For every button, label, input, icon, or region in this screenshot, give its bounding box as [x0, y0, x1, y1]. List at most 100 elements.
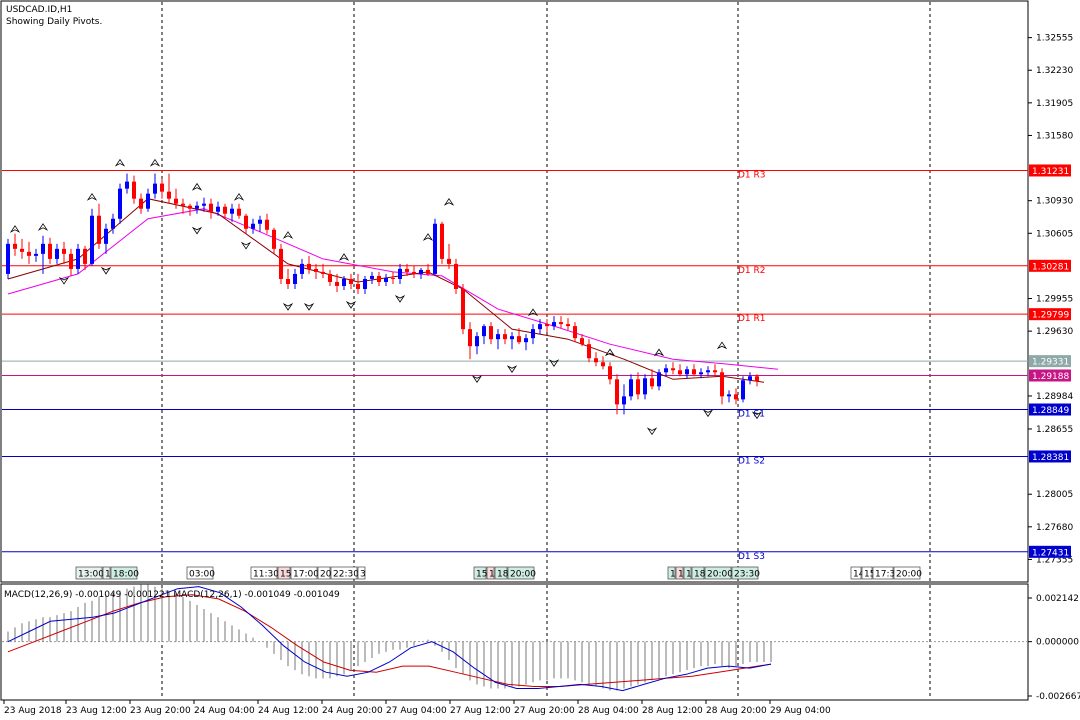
candle-body: [538, 324, 542, 330]
session-label-text: 1: [678, 570, 684, 580]
time-tick-label: 28 Aug 20:00: [706, 706, 767, 716]
session-label-box: [186, 566, 214, 580]
candle-body: [580, 338, 584, 345]
fractal-down-marker: [471, 375, 483, 384]
fractal-up-marker: [527, 308, 539, 317]
pivot-price-text: 1.30281: [1032, 262, 1069, 272]
pivot-price-tag: [1029, 545, 1071, 558]
candle-body: [419, 269, 423, 274]
price-tick-label: 1.28005: [1036, 490, 1073, 500]
session-label-box: [110, 566, 138, 580]
candle-body: [517, 336, 521, 343]
pivot-price-tag: [1029, 403, 1071, 416]
candle-body: [209, 203, 213, 212]
fractals: [9, 158, 763, 436]
pivot-price-tag: [1029, 164, 1071, 177]
price-tick-label: 1.31580: [1036, 131, 1073, 141]
fractal-down-marker: [240, 241, 252, 250]
candle-body: [111, 218, 115, 229]
candle-body: [69, 253, 73, 269]
candle-body: [720, 372, 724, 397]
candle-body: [608, 366, 612, 380]
candle-body: [482, 326, 486, 337]
candle-body: [258, 219, 262, 224]
candle-body: [328, 273, 332, 282]
candle-body: [125, 181, 129, 189]
price-tick-label: 1.29630: [1036, 327, 1073, 337]
candle-body: [622, 396, 626, 405]
candle-body: [335, 281, 339, 286]
session-label-text: 03:00: [189, 570, 215, 580]
candle-body: [146, 193, 150, 209]
fractal-up-marker: [604, 348, 616, 357]
candle-body: [307, 263, 311, 269]
session-label-box: [250, 566, 278, 580]
candle-body: [643, 378, 647, 395]
pivot-line-label: D1 R2: [738, 266, 766, 276]
price-tick-label: 1.32230: [1036, 66, 1073, 76]
candle-body: [174, 198, 178, 204]
fractal-down-marker: [282, 302, 294, 311]
candle-body: [118, 188, 122, 219]
session-label-box: [675, 566, 684, 580]
candle-body: [342, 278, 346, 286]
candle-body: [573, 326, 577, 339]
session-label-box: [861, 566, 873, 580]
candle-body: [104, 228, 108, 244]
session-label-box: [731, 566, 759, 580]
fractal-up-marker: [9, 225, 21, 233]
candle-body: [398, 268, 402, 279]
candle-body: [615, 379, 619, 405]
time-tick-label: 29 Aug 04:00: [770, 706, 831, 716]
time-axis: 23 Aug 2018 23 Aug 12:00 23 Aug 20:00 24 Au…: [3, 700, 831, 716]
price-tick-label: 1.29955: [1036, 295, 1073, 305]
fractal-up-marker: [653, 348, 665, 357]
time-tick-label: 23 Aug 20:00: [130, 706, 191, 716]
pivot-price-text: 1.27431: [1032, 548, 1069, 558]
candle-body: [321, 271, 325, 274]
pivot-price-text: 1.29188: [1032, 372, 1069, 382]
fractal-down-marker: [702, 409, 714, 418]
session-label-text: 18:: [694, 570, 708, 580]
session-label-text: 18:: [497, 570, 511, 580]
candle-body: [223, 206, 227, 214]
candle-body: [552, 322, 556, 327]
fractal-down-marker: [191, 226, 203, 235]
session-label-text: 20:00: [510, 570, 536, 580]
session-label-text: 1: [686, 570, 692, 580]
fractal-up-marker: [86, 192, 98, 201]
candle-body: [741, 380, 745, 400]
session-label-box: [102, 566, 111, 580]
candle-body: [496, 334, 500, 340]
candle-body: [167, 191, 171, 199]
macd-tick-label: 0.002142: [1036, 594, 1079, 604]
session-label-text: 15:: [476, 570, 490, 580]
fractal-up-marker: [716, 341, 728, 350]
time-tick-label: 24 Aug 04:00: [194, 706, 255, 716]
session-label-box: [683, 566, 692, 580]
fractal-up-marker: [37, 223, 49, 231]
session-label-text: 15:: [280, 570, 294, 580]
candle-body: [377, 275, 381, 282]
price-tick-label: 1.27355: [1036, 555, 1073, 565]
fractal-up-marker: [149, 158, 161, 167]
macd-indicator: 0.002142 0.000000 -0.002667: [2, 584, 1080, 702]
macd-main-line: [7, 586, 772, 692]
candle-body: [426, 269, 430, 274]
fractal-down-marker: [394, 294, 406, 303]
candle-body: [202, 203, 206, 206]
candle-body: [734, 394, 738, 400]
candle-body: [412, 271, 416, 274]
session-label-box: [691, 566, 705, 580]
fractal-down-marker: [58, 276, 70, 285]
fractal-up-marker: [233, 192, 245, 201]
candle-body: [41, 243, 45, 254]
candle-body: [90, 215, 94, 264]
candle-body: [475, 336, 479, 347]
macd-signal-line: [7, 594, 772, 687]
macd-label: MACD(12,26,9) -0.001049 -0.001221 MACD(1…: [4, 590, 340, 600]
candle-body: [594, 358, 598, 363]
pivot-price-tag: [1029, 369, 1071, 382]
chart-subtitle: Showing Daily Pivots.: [6, 17, 102, 27]
